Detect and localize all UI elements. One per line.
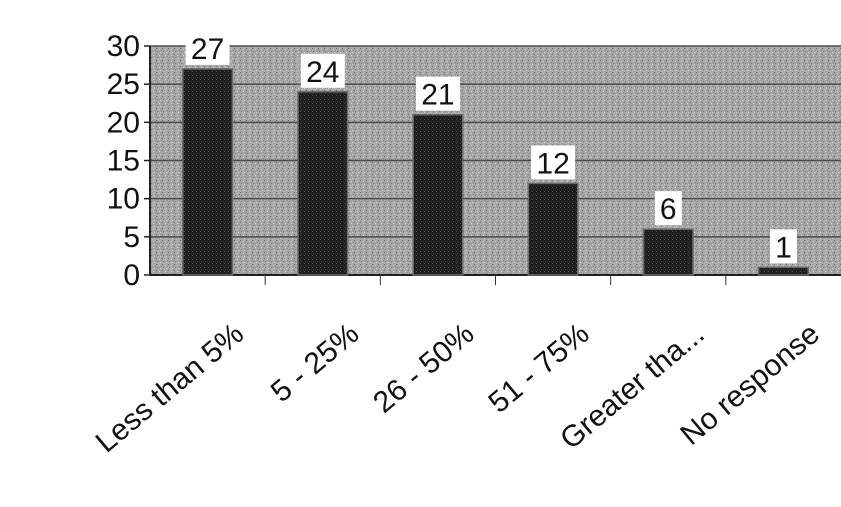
data-label-box	[531, 145, 576, 180]
x-category-label: Less than 5%	[90, 317, 250, 459]
data-label-group: 27	[185, 30, 230, 66]
data-label: 21	[421, 79, 454, 112]
data-label-box	[185, 30, 230, 65]
bar	[297, 91, 349, 276]
data-label-box	[415, 76, 460, 111]
data-label-group: 12	[531, 145, 576, 180]
data-label-group: 21	[415, 76, 460, 112]
data-label-box	[654, 191, 682, 226]
data-label: 6	[660, 193, 677, 226]
data-label-group: 1	[769, 229, 797, 264]
x-category-label: 5 - 25%	[265, 317, 365, 409]
bar	[642, 228, 694, 276]
data-label-group: 24	[300, 53, 345, 89]
data-label: 12	[536, 147, 569, 180]
y-tick-label: 15	[107, 145, 140, 178]
bar	[527, 182, 579, 276]
y-tick-label: 25	[107, 68, 140, 101]
y-tick-label: 30	[107, 30, 140, 63]
y-tick-label: 0	[123, 259, 140, 292]
bar	[412, 113, 464, 276]
bar	[757, 266, 809, 276]
y-tick-label: 20	[107, 106, 140, 139]
y-tick-label: 5	[123, 221, 140, 254]
data-label-group: 6	[654, 191, 682, 226]
data-label-box	[769, 229, 797, 264]
data-label: 1	[775, 231, 792, 264]
data-label: 27	[191, 33, 224, 66]
y-tick-label: 10	[107, 183, 140, 216]
x-category-label: 26 - 50%	[367, 317, 480, 419]
data-label: 24	[306, 56, 339, 89]
data-label-box	[300, 53, 345, 88]
bar	[182, 68, 234, 276]
x-category-label: 51 - 75%	[482, 317, 595, 419]
